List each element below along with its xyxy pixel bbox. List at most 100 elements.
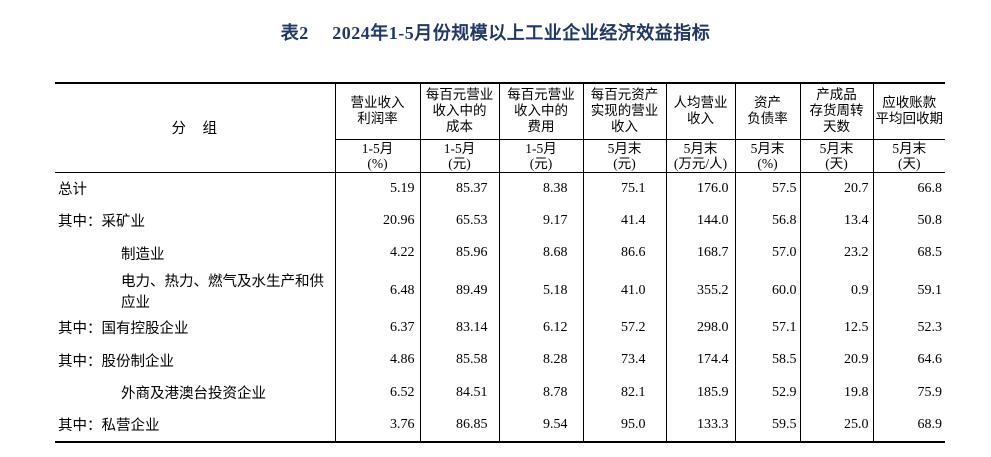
- cell-value: 13.4: [799, 204, 873, 237]
- period-label: 5月末: [683, 140, 718, 156]
- cell-value: 59.5: [734, 409, 800, 442]
- cell-value: 66.8: [872, 172, 945, 205]
- page-title: 表2 2024年1-5月份规模以上工业企业经济效益指标: [280, 23, 711, 43]
- cell-value: 19.8: [799, 376, 873, 409]
- row-label: 其中：私营企业: [58, 418, 160, 435]
- period-label: 1-5月: [525, 140, 557, 156]
- cell-value: 57.2: [582, 311, 666, 344]
- unit-cell: 5月末 (元): [582, 139, 666, 173]
- unit-cell: 5月末 (万元/人): [665, 139, 735, 173]
- column-header-expense-per-100: 每百元营业 收入中的 费用: [498, 83, 583, 140]
- unit-label: (%): [757, 155, 778, 171]
- cell-value: 56.8: [734, 204, 800, 237]
- cell-value: 57.1: [734, 311, 800, 344]
- cell-value: 68.5: [872, 237, 945, 270]
- unit-cell: 1-5月 (元): [498, 139, 583, 173]
- unit-label: (元): [448, 155, 471, 171]
- cell-value: 85.58: [419, 344, 499, 377]
- cell-value: 60.0: [734, 269, 800, 312]
- cell-value: 9.54: [498, 409, 583, 442]
- cell-value: 9.17: [498, 204, 583, 237]
- cell-value: 73.4: [582, 344, 666, 377]
- cell-value: 6.48: [334, 269, 420, 312]
- table-row-foreign-invested: 外商及港澳台投资企业 6.52 84.51 8.78 82.1 185.9 52…: [55, 376, 945, 409]
- unit-cell: 5月末 (天): [872, 139, 945, 173]
- cell-value: 75.1: [582, 172, 666, 205]
- cell-value: 65.53: [419, 204, 499, 237]
- cell-value: 133.3: [665, 409, 735, 442]
- row-label: 其中：采矿业: [58, 214, 145, 231]
- cell-value: 4.86: [334, 344, 420, 377]
- cell-value: 82.1: [582, 376, 666, 409]
- column-header-revenue-per-100-assets: 每百元资产 实现的营业 收入: [582, 83, 666, 140]
- cell-value: 6.12: [498, 311, 583, 344]
- column-header-cost-per-100: 每百元营业 收入中的 成本: [419, 83, 499, 140]
- cell-value: 89.49: [419, 269, 499, 312]
- cell-value: 20.7: [799, 172, 873, 205]
- row-label: 其中：国有控股企业: [58, 321, 189, 338]
- cell-value: 298.0: [665, 311, 735, 344]
- unit-label: (元): [613, 155, 636, 171]
- table-row-mining: 其中：采矿业 20.96 65.53 9.17 41.4 144.0 56.8 …: [55, 204, 945, 237]
- cell-value: 83.14: [419, 311, 499, 344]
- cell-value: 85.96: [419, 237, 499, 270]
- cell-value: 20.9: [799, 344, 873, 377]
- cell-value: 85.37: [419, 172, 499, 205]
- cell-value: 95.0: [582, 409, 666, 442]
- table-row-total: 总计 5.19 85.37 8.38 75.1 176.0 57.5 20.7 …: [55, 172, 945, 205]
- column-header-asset-liability-ratio: 资产 负债率: [734, 83, 800, 140]
- table-header: 分 组 营业收入 利润率 每百元营业 收入中的 成本 每百元营业 收入中的 费用…: [55, 83, 945, 173]
- cell-value: 168.7: [665, 237, 735, 270]
- period-label: 5月末: [750, 140, 785, 156]
- cell-value: 5.19: [334, 172, 420, 205]
- column-header-group: 分 组: [55, 83, 335, 173]
- unit-label: (元): [529, 155, 553, 171]
- unit-cell: 5月末 (天): [799, 139, 873, 173]
- cell-value: 41.0: [582, 269, 666, 312]
- period-label: 1-5月: [443, 140, 476, 156]
- column-header-inventory-turnover-days: 产成品 存货周转 天数: [799, 83, 873, 140]
- header-name-row: 分 组 营业收入 利润率 每百元营业 收入中的 成本 每百元营业 收入中的 费用…: [55, 83, 945, 173]
- cell-value: 355.2: [665, 269, 735, 312]
- cell-value: 64.6: [872, 344, 945, 377]
- column-header-revenue-per-capita: 人均营业 收入: [665, 83, 735, 140]
- row-label: 制造业: [121, 246, 165, 263]
- cell-value: 52.3: [872, 311, 945, 344]
- row-label: 其中：股份制企业: [58, 353, 174, 370]
- table-row-state-holding: 其中：国有控股企业 6.37 83.14 6.12 57.2 298.0 57.…: [55, 311, 945, 344]
- cell-value: 59.1: [872, 269, 945, 312]
- cell-value: 144.0: [665, 204, 735, 237]
- unit-cell: 5月末 (%): [734, 139, 800, 173]
- unit-cell: 1-5月 (元): [419, 139, 499, 173]
- unit-cell: 1-5月 (%): [334, 139, 420, 173]
- row-label: 外商及港澳台投资企业: [121, 386, 266, 403]
- cell-value: 6.37: [334, 311, 420, 344]
- cell-value: 57.0: [734, 237, 800, 270]
- unit-label: (天): [825, 155, 848, 171]
- row-label: 总计: [58, 182, 87, 198]
- unit-label: (万元/人): [673, 155, 728, 171]
- cell-value: 57.5: [734, 172, 800, 205]
- cell-value: 6.52: [334, 376, 420, 409]
- cell-value: 0.9: [799, 269, 873, 312]
- cell-value: 75.9: [872, 376, 945, 409]
- cell-value: 8.28: [498, 344, 583, 377]
- table-row-private: 其中：私营企业 3.76 86.85 9.54 95.0 133.3 59.5 …: [55, 409, 945, 442]
- cell-value: 174.4: [665, 344, 735, 377]
- table-row-joint-stock: 其中：股份制企业 4.86 85.58 8.28 73.4 174.4 58.5…: [55, 344, 945, 377]
- header-unit-row: 1-5月 (%) 1-5月 (元) 1-5月 (元) 5月末 (元) 5月末 (…: [55, 139, 945, 173]
- cell-value: 25.0: [799, 409, 873, 442]
- table-body: 总计 5.19 85.37 8.38 75.1 176.0 57.5 20.7 …: [55, 172, 945, 442]
- cell-value: 185.9: [665, 376, 735, 409]
- cell-value: 12.5: [799, 311, 873, 344]
- cell-value: 84.51: [419, 376, 499, 409]
- economic-indicators-table: 分 组 营业收入 利润率 每百元营业 收入中的 成本 每百元营业 收入中的 费用…: [55, 82, 945, 443]
- cell-value: 41.4: [582, 204, 666, 237]
- cell-value: 5.18: [498, 269, 583, 312]
- column-header-profit-rate: 营业收入 利润率: [334, 83, 420, 140]
- period-label: 5月末: [607, 140, 642, 156]
- cell-value: 8.68: [498, 237, 583, 270]
- cell-value: 52.9: [734, 376, 800, 409]
- cell-value: 4.22: [334, 237, 420, 270]
- unit-label: (%): [367, 155, 388, 171]
